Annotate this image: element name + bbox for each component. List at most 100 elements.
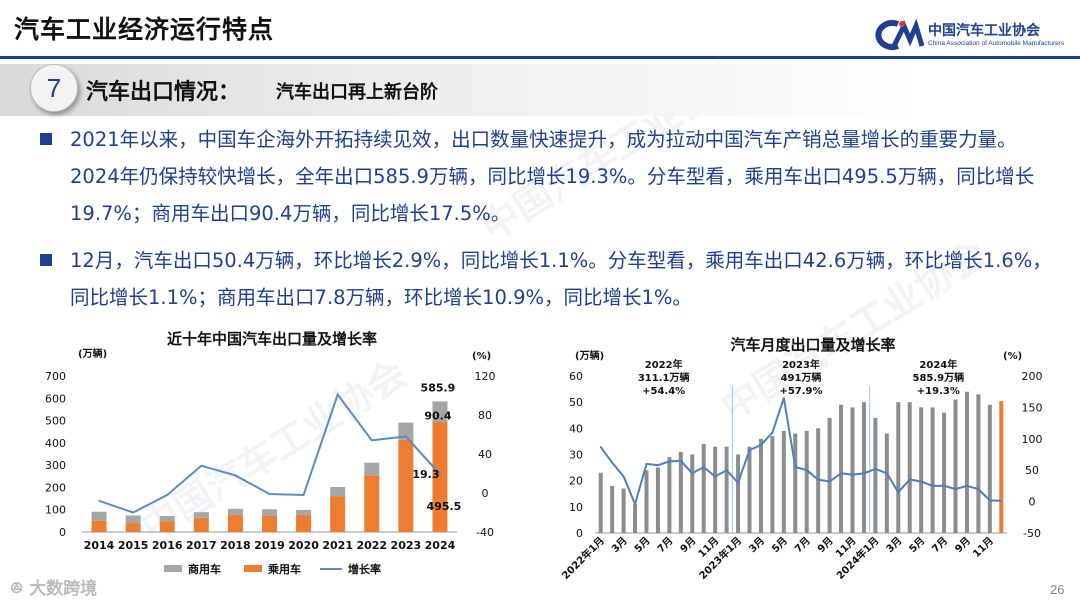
x-tick-label: 2021	[322, 539, 353, 552]
month-bar	[850, 407, 855, 533]
growth-point	[794, 466, 797, 468]
passenger-bar	[330, 496, 346, 532]
bullet-text-2: 12月，汽车出口50.4万辆，环比增长2.9%，同比增长1.1%。分车型看，乘用…	[70, 249, 1052, 309]
annotation-value: 491万辆	[781, 371, 822, 384]
growth-point	[370, 439, 373, 442]
commercial-bar	[432, 401, 448, 422]
bullet-text-1: 2021年以来，中国车企海外开拓持续见效，出口数量快速提升，成为拉动中国汽车产销…	[70, 128, 1035, 225]
highlight-bar	[999, 401, 1004, 533]
y-left-tick: 100	[45, 504, 66, 517]
month-bar	[655, 467, 660, 533]
y-left-tick: 600	[45, 392, 66, 405]
month-bar	[987, 404, 992, 533]
passenger-bar	[296, 515, 312, 532]
y-right-tick: 100	[1022, 433, 1043, 446]
month-bar	[758, 438, 763, 533]
growth-point	[200, 464, 203, 467]
growth-point	[977, 488, 980, 490]
month-bar	[713, 446, 718, 533]
y-left-label: (万辆)	[575, 349, 604, 362]
x-tick-label: 7月	[792, 535, 812, 555]
commercial-bar	[91, 511, 107, 521]
legend-growth-label: 增长率	[348, 562, 381, 576]
logo-cn-text: 中国汽车工业协会	[928, 23, 1040, 39]
month-bar	[816, 428, 821, 533]
growth-point	[1000, 500, 1003, 502]
y-left-tick: 500	[45, 415, 66, 428]
month-bar	[610, 485, 615, 533]
x-tick-label: 3月	[747, 535, 767, 555]
month-bar	[953, 399, 958, 533]
growth-point	[725, 469, 728, 471]
growth-point	[405, 435, 407, 438]
y-left-tick: 60	[569, 370, 583, 383]
growth-point	[302, 494, 305, 496]
month-bar	[621, 488, 626, 533]
x-tick-label: 9月	[678, 535, 698, 555]
growth-point	[805, 469, 808, 471]
x-tick-label: 9月	[815, 535, 835, 555]
y-right-tick: -40	[476, 526, 494, 539]
month-bar	[919, 407, 924, 533]
growth-point	[634, 503, 636, 505]
growth-point	[908, 478, 911, 481]
month-bar	[907, 402, 912, 533]
growth-point	[760, 444, 762, 446]
y-left-tick: 200	[45, 481, 66, 494]
growth-point	[989, 499, 991, 502]
growth-point	[840, 472, 842, 475]
legend-commercial-label: 商用车	[188, 562, 221, 576]
growth-point	[268, 493, 271, 495]
month-bar	[964, 391, 969, 533]
passenger-bar	[159, 521, 175, 532]
y-right-tick: 40	[478, 448, 492, 461]
growth-point	[166, 494, 169, 496]
growth-point	[828, 480, 831, 483]
header-rule	[0, 56, 1080, 59]
annotation-year: 2023年	[782, 358, 820, 371]
month-bar	[701, 444, 706, 533]
growth-point	[966, 485, 968, 487]
annotation-year: 2022年	[645, 358, 683, 371]
month-bar	[598, 472, 603, 533]
commercial-bar	[227, 508, 243, 516]
x-tick-label: 5月	[769, 535, 789, 555]
y-right-tick: 50	[1025, 464, 1039, 477]
x-tick-label: 11月	[971, 535, 996, 560]
y-left-tick: 10	[569, 501, 583, 514]
commercial-bar	[398, 422, 414, 440]
y-left-tick: 30	[569, 449, 583, 462]
growth-point	[943, 485, 945, 487]
growth-point	[680, 459, 682, 462]
section-number: 7	[30, 64, 78, 112]
commercial-bar	[159, 515, 175, 522]
x-tick-label: 2016	[152, 539, 183, 552]
growth-line	[98, 392, 441, 514]
month-bar	[724, 446, 729, 533]
chart-title: 近十年中国汽车出口量及增长率	[167, 330, 377, 348]
growth-point	[714, 475, 716, 478]
month-bar	[976, 394, 981, 533]
month-bar	[930, 407, 935, 533]
annotation-year: 2024年	[919, 358, 957, 371]
x-tick-label: 5月	[907, 535, 927, 555]
page-title: 汽车工业经济运行特点	[14, 15, 275, 44]
month-bar	[827, 417, 832, 533]
y-right-tick: 0	[482, 487, 489, 500]
growth-point	[132, 511, 134, 514]
y-left-tick: 0	[576, 527, 583, 540]
section-band	[0, 64, 1080, 116]
passenger-2024-label: 495.5	[427, 500, 462, 513]
passenger-bar	[125, 523, 141, 532]
month-bar	[804, 430, 809, 533]
passenger-bar	[364, 475, 380, 532]
month-bar	[884, 433, 889, 533]
bullet-marker	[40, 254, 52, 266]
month-bar	[678, 451, 683, 533]
passenger-bar	[432, 421, 448, 532]
x-tick-label: 3月	[609, 535, 629, 555]
legend-passenger-label: 乘用车	[267, 562, 301, 576]
legend-passenger-swatch	[244, 565, 262, 572]
y-right-tick: 0	[1029, 496, 1036, 509]
month-bar	[667, 457, 672, 533]
